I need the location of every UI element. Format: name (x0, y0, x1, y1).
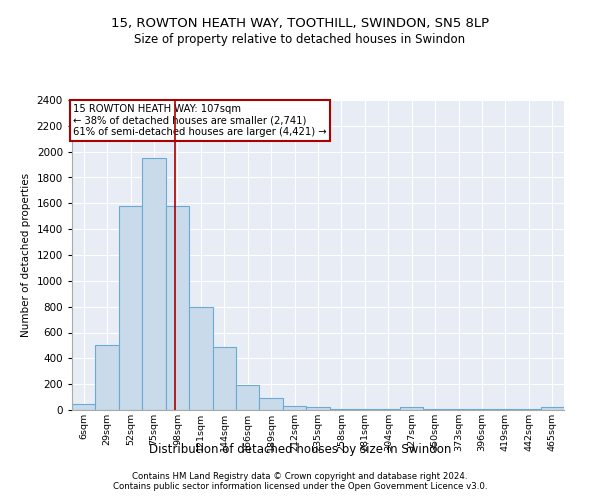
Bar (119, 206, 142, 410)
Bar (283, 406, 306, 410)
Bar (189, 306, 212, 410)
Bar (306, 407, 330, 410)
Text: Distribution of detached houses by size in Swindon: Distribution of detached houses by size … (149, 444, 451, 456)
Bar (541, 408, 564, 410)
Bar (166, 206, 189, 410)
Bar (259, 398, 283, 410)
Bar (236, 385, 259, 410)
Text: 15, ROWTON HEATH WAY, TOOTHILL, SWINDON, SN5 8LP: 15, ROWTON HEATH WAY, TOOTHILL, SWINDON,… (111, 18, 489, 30)
Bar (95, 346, 119, 410)
Bar (142, 158, 166, 410)
Bar (400, 408, 424, 410)
Bar (212, 346, 236, 410)
Y-axis label: Number of detached properties: Number of detached properties (21, 173, 31, 337)
Text: Size of property relative to detached houses in Swindon: Size of property relative to detached ho… (134, 32, 466, 46)
Text: Contains public sector information licensed under the Open Government Licence v3: Contains public sector information licen… (113, 482, 487, 491)
Text: 15 ROWTON HEATH WAY: 107sqm
← 38% of detached houses are smaller (2,741)
61% of : 15 ROWTON HEATH WAY: 107sqm ← 38% of det… (73, 104, 327, 137)
Text: Contains HM Land Registry data © Crown copyright and database right 2024.: Contains HM Land Registry data © Crown c… (132, 472, 468, 481)
Bar (72, 404, 95, 410)
